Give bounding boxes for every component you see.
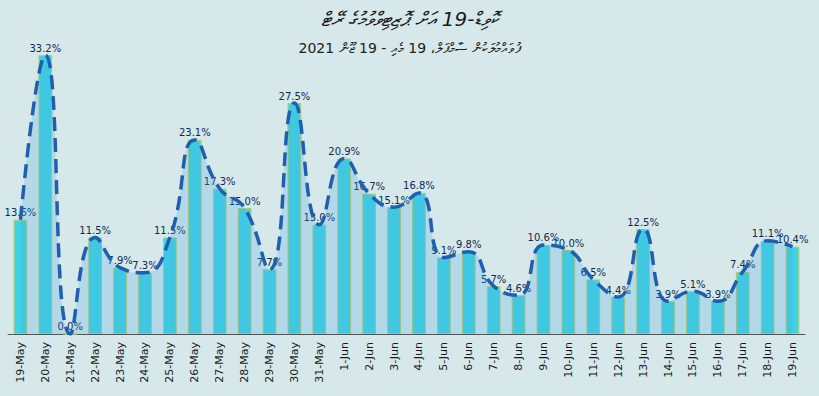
svg-text:16-Jun: 16-Jun bbox=[711, 342, 724, 378]
svg-text:26-May: 26-May bbox=[188, 342, 201, 383]
svg-text:33.2%: 33.2% bbox=[29, 43, 61, 54]
svg-text:17-Jun: 17-Jun bbox=[736, 342, 749, 378]
svg-text:23-May: 23-May bbox=[114, 342, 127, 383]
svg-text:12-Jun: 12-Jun bbox=[612, 342, 625, 378]
svg-text:10.0%: 10.0% bbox=[552, 237, 585, 249]
svg-text:11.5%: 11.5% bbox=[79, 225, 111, 236]
svg-text:2-Jun: 2-Jun bbox=[363, 342, 376, 371]
svg-text:7.9%: 7.9% bbox=[107, 255, 133, 267]
svg-text:25-May: 25-May bbox=[163, 342, 176, 383]
svg-text:10-Jun: 10-Jun bbox=[562, 342, 575, 378]
svg-text:14-Jun: 14-Jun bbox=[662, 342, 675, 378]
svg-text:10.6%: 10.6% bbox=[527, 232, 560, 244]
svg-text:20.9%: 20.9% bbox=[328, 146, 360, 157]
svg-text:4.4%: 4.4% bbox=[605, 284, 631, 296]
svg-text:15.0%: 15.0% bbox=[228, 195, 261, 207]
svg-text:19-Jun: 19-Jun bbox=[786, 342, 799, 378]
svg-text:11.5%: 11.5% bbox=[154, 224, 186, 236]
svg-text:19-May: 19-May bbox=[14, 342, 27, 383]
svg-text:3.9%: 3.9% bbox=[705, 289, 730, 300]
svg-text:20-May: 20-May bbox=[39, 342, 52, 383]
svg-text:15-Jun: 15-Jun bbox=[686, 342, 699, 378]
svg-text:23.1%: 23.1% bbox=[179, 127, 211, 138]
svg-text:5-Jun: 5-Jun bbox=[437, 342, 450, 371]
svg-text:4.6%: 4.6% bbox=[505, 282, 532, 294]
svg-text:30-May: 30-May bbox=[288, 342, 301, 383]
svg-text:29-May: 29-May bbox=[263, 342, 276, 383]
svg-text:9.8%: 9.8% bbox=[456, 239, 481, 250]
svg-text:16.8%: 16.8% bbox=[403, 180, 435, 191]
svg-text:9-Jun: 9-Jun bbox=[537, 342, 550, 371]
svg-text:4-Jun: 4-Jun bbox=[412, 342, 425, 371]
svg-text:5.1%: 5.1% bbox=[680, 279, 705, 290]
svg-text:7.4%: 7.4% bbox=[730, 259, 756, 271]
svg-text:18-Jun: 18-Jun bbox=[761, 342, 774, 378]
svg-text:21-May: 21-May bbox=[64, 342, 77, 383]
svg-text:6.5%: 6.5% bbox=[580, 266, 606, 278]
svg-text:ކޮވިޑް-19 އަށް ޕޮޒިޓިވްވުމުގެ: ކޮވިޑް-19 އަށް ޕޮޒިޓިވްވުމުގެ ރޭޓް bbox=[321, 7, 505, 31]
svg-text:3.9%: 3.9% bbox=[655, 288, 681, 300]
svg-text:28-May: 28-May bbox=[238, 342, 251, 383]
svg-text:5.7%: 5.7% bbox=[481, 273, 507, 285]
svg-text:7.3%: 7.3% bbox=[132, 260, 157, 271]
svg-text:7-Jun: 7-Jun bbox=[487, 342, 500, 371]
svg-text:13-Jun: 13-Jun bbox=[637, 342, 650, 378]
svg-text:12.5%: 12.5% bbox=[627, 217, 659, 228]
svg-text:31-May: 31-May bbox=[313, 342, 326, 383]
svg-text:17.3%: 17.3% bbox=[203, 176, 236, 188]
svg-text:ފުވައްމުލަކުން ސާމްޕަލް، 19 މެ: ފުވައްމުލަކުން ސާމްޕަލް، 19 މެއި - 19 ޖޫ… bbox=[298, 40, 521, 56]
svg-text:27-May: 27-May bbox=[213, 342, 226, 383]
svg-text:6-Jun: 6-Jun bbox=[462, 342, 475, 371]
svg-text:1-Jun: 1-Jun bbox=[338, 342, 351, 371]
svg-text:27.5%: 27.5% bbox=[279, 91, 311, 102]
svg-text:10.4%: 10.4% bbox=[776, 234, 809, 246]
svg-text:16.7%: 16.7% bbox=[353, 181, 385, 193]
svg-text:24-May: 24-May bbox=[138, 342, 151, 383]
svg-text:8-Jun: 8-Jun bbox=[512, 342, 525, 371]
svg-text:11-Jun: 11-Jun bbox=[587, 342, 600, 378]
svg-text:3-Jun: 3-Jun bbox=[388, 342, 401, 371]
svg-text:22-May: 22-May bbox=[89, 342, 102, 383]
svg-text:11.1%: 11.1% bbox=[751, 228, 784, 240]
svg-text:15.1%: 15.1% bbox=[378, 194, 410, 206]
